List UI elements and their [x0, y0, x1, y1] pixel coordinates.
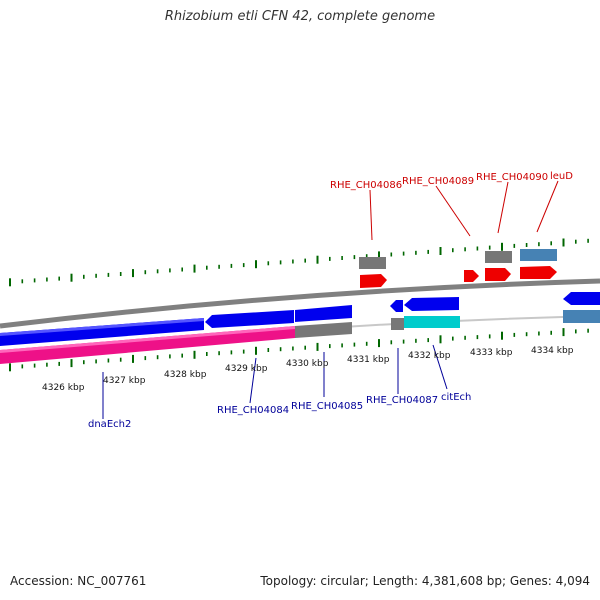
accession-text: Accession: NC_007761	[10, 574, 147, 588]
tick-label-4332: 4332 kbp	[408, 351, 451, 361]
steelblue-gene-top	[520, 249, 557, 261]
gene-label-RHE_CH04085: RHE_CH04085	[291, 401, 363, 412]
top-leader-lines	[369, 180, 559, 241]
tick-label-4334: 4334 kbp	[531, 346, 574, 356]
map-title: Rhizobium etli CFN 42, complete genome	[164, 9, 436, 24]
genome-summary-text: Topology: circular; Length: 4,381,608 bp…	[260, 574, 590, 588]
forward-gene-band-1-highlight	[0, 318, 204, 336]
blue-gene-arrow-right	[563, 292, 600, 305]
tick-label-4333: 4333 kbp	[470, 348, 513, 358]
forward-gene-arrow-3	[295, 305, 352, 322]
gray-gene-mid	[391, 318, 404, 330]
forward-gene-arrow-2	[205, 310, 294, 328]
forward-gene-band-1	[0, 318, 204, 346]
steelblue-gene-right	[563, 310, 600, 323]
tick-label-4327: 4327 kbp	[103, 376, 146, 386]
tick-label-4329: 4329 kbp	[225, 364, 268, 374]
gray-gene-top-1	[359, 257, 386, 269]
reverse-gene-band	[0, 326, 295, 364]
gene-label-dnaEch2: dnaEch2	[88, 419, 131, 430]
tick-label-4330: 4330 kbp	[286, 359, 329, 369]
backbone-outer	[0, 278, 600, 329]
tick-label-4331: 4331 kbp	[347, 355, 390, 365]
gene-label-RHE_CH04089: RHE_CH04089	[402, 176, 474, 187]
gene-label-RHE_CH04090: RHE_CH04090	[476, 172, 548, 183]
gray-gene-top-2	[485, 251, 512, 263]
gene-label-RHE_CH04084: RHE_CH04084	[217, 405, 289, 416]
tick-label-4326: 4326 kbp	[42, 383, 85, 393]
gene-label-RHE_CH04086: RHE_CH04086	[330, 180, 402, 191]
gene-label-leuD: leuD	[550, 171, 573, 182]
gene-label-RHE_CH04087: RHE_CH04087	[366, 395, 438, 406]
lower-tick-ring	[9, 328, 589, 372]
gene-label-citEch: citEch	[441, 392, 471, 403]
cyan-gene	[404, 316, 460, 328]
bottom-leader-lines	[102, 344, 448, 419]
blue-gene-arrow-mid	[404, 297, 459, 311]
red-gene-3	[485, 268, 511, 281]
reverse-gene-band-highlight	[0, 326, 295, 353]
gray-gene-block	[295, 322, 352, 338]
red-gene-leuD	[520, 266, 557, 279]
red-gene-2	[464, 270, 479, 282]
tick-label-4328: 4328 kbp	[164, 370, 207, 380]
upper-tick-ring	[9, 238, 589, 287]
small-blue-arrow	[390, 300, 403, 312]
red-gene-1	[360, 274, 387, 288]
